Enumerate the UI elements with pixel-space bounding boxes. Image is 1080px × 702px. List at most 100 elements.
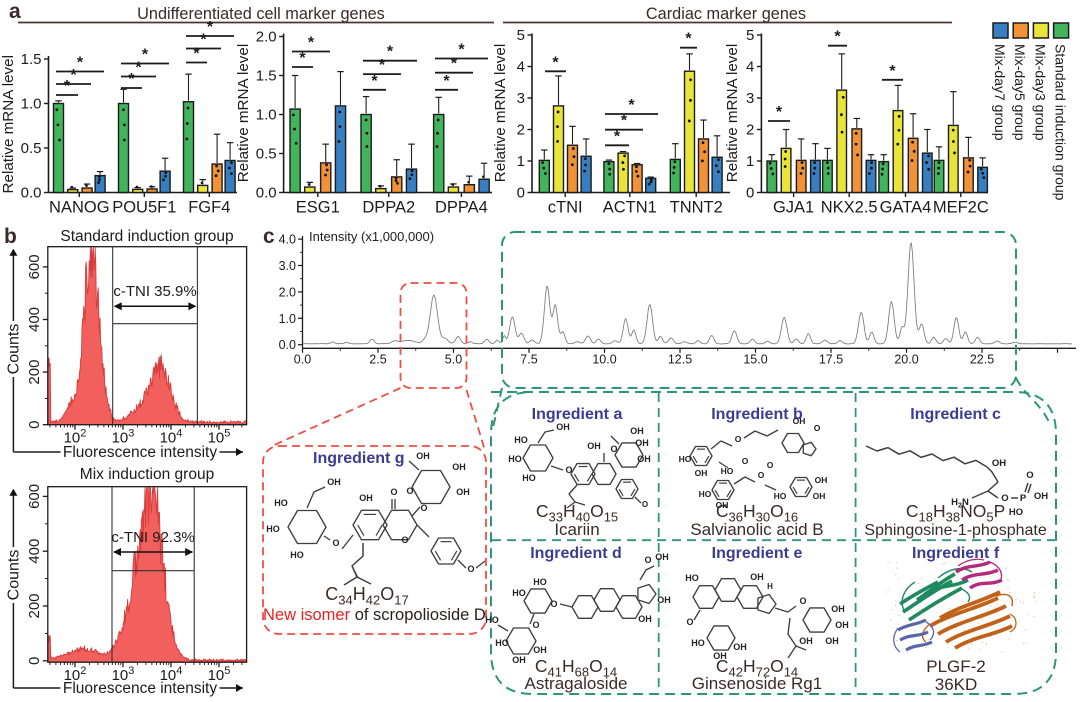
svg-text:*: * <box>70 67 77 84</box>
svg-text:2: 2 <box>746 122 754 139</box>
svg-text:*: * <box>451 56 458 73</box>
svg-text:3.0: 3.0 <box>279 259 296 273</box>
svg-text:200: 200 <box>26 360 43 385</box>
svg-text:O: O <box>799 596 806 606</box>
svg-text:O: O <box>406 486 413 496</box>
svg-text:C42H72O14: C42H72O14 <box>716 656 798 680</box>
svg-text:Astragaloside: Astragaloside <box>524 674 627 693</box>
svg-text:Relative mRNA level: Relative mRNA level <box>492 44 509 182</box>
svg-text:O: O <box>532 620 539 630</box>
svg-text:2.0: 2.0 <box>279 285 296 299</box>
svg-text:HO: HO <box>721 466 734 476</box>
svg-text:5.0: 5.0 <box>445 352 462 366</box>
svg-text:HO: HO <box>679 454 692 464</box>
svg-text:O: O <box>814 423 821 433</box>
svg-text:400: 400 <box>26 307 43 332</box>
svg-text:OH: OH <box>1034 491 1048 502</box>
svg-text:OH: OH <box>512 655 526 665</box>
svg-text:OH: OH <box>733 642 747 652</box>
svg-text:OH: OH <box>556 422 570 432</box>
svg-text:*: * <box>200 32 207 49</box>
svg-text:C18H38NO5P: C18H38NO5P <box>906 501 1005 525</box>
svg-text:HO: HO <box>699 489 712 499</box>
svg-text:0.0: 0.0 <box>21 185 42 202</box>
svg-text:Ingredient b: Ingredient b <box>711 406 803 423</box>
svg-text:HO: HO <box>691 638 705 648</box>
svg-text:H: H <box>767 582 773 591</box>
svg-text:OH: OH <box>630 426 644 436</box>
svg-text:0.5: 0.5 <box>256 146 277 163</box>
svg-text:O: O <box>642 500 648 509</box>
svg-text:Ingredient f: Ingredient f <box>912 545 1000 562</box>
svg-text:3: 3 <box>746 90 754 107</box>
svg-text:O: O <box>1001 493 1008 504</box>
svg-text:*: * <box>142 47 149 64</box>
svg-text:1.0: 1.0 <box>21 96 42 113</box>
svg-text:*: * <box>299 50 306 67</box>
svg-text:P: P <box>1020 493 1027 504</box>
svg-text:O: O <box>565 465 572 475</box>
svg-text:C33H40O15: C33H40O15 <box>536 501 618 525</box>
svg-text:OH: OH <box>638 614 652 624</box>
svg-text:O: O <box>758 470 765 480</box>
svg-text:C34H42O17: C34H42O17 <box>325 584 408 608</box>
svg-text:DPPA4: DPPA4 <box>435 199 488 217</box>
svg-text:36KD: 36KD <box>935 675 978 694</box>
svg-text:O: O <box>1026 470 1033 481</box>
svg-text:1: 1 <box>746 153 754 170</box>
svg-text:5: 5 <box>746 27 754 44</box>
svg-text:HO: HO <box>274 498 288 508</box>
svg-text:Cardiac marker genes: Cardiac marker genes <box>646 5 806 23</box>
svg-text:OH: OH <box>327 477 341 487</box>
svg-text:HO: HO <box>512 588 526 598</box>
svg-text:Fluorescence intensity: Fluorescence intensity <box>63 444 217 461</box>
svg-text:Mix induction group: Mix induction group <box>80 466 214 483</box>
svg-text:OH: OH <box>793 416 806 426</box>
svg-text:*: * <box>135 60 142 77</box>
svg-text:HO: HO <box>266 524 280 534</box>
svg-text:0: 0 <box>517 185 525 202</box>
svg-text:Relative mRNA level: Relative mRNA level <box>0 55 17 193</box>
svg-text:OH: OH <box>815 475 828 485</box>
svg-text:TNNT2: TNNT2 <box>670 199 723 217</box>
svg-text:Relative mRNA level: Relative mRNA level <box>724 44 741 182</box>
svg-text:b: b <box>4 225 17 248</box>
svg-text:*: * <box>458 42 465 59</box>
svg-text:20.0: 20.0 <box>894 352 918 366</box>
svg-text:Salvianolic acid B: Salvianolic acid B <box>690 520 823 539</box>
svg-text:1: 1 <box>517 153 525 170</box>
svg-text:0: 0 <box>26 657 43 665</box>
svg-text:C41H68O14: C41H68O14 <box>535 656 617 680</box>
svg-text:OH: OH <box>456 487 470 497</box>
svg-text:GJA1: GJA1 <box>773 199 814 217</box>
svg-text:7.5: 7.5 <box>520 352 537 366</box>
svg-text:HO: HO <box>495 638 509 648</box>
svg-text:*: * <box>379 57 386 74</box>
svg-text:HO: HO <box>508 454 522 464</box>
svg-text:O: O <box>742 456 749 466</box>
svg-text:a: a <box>9 0 21 23</box>
svg-text:22.5: 22.5 <box>970 352 994 366</box>
svg-text:OH: OH <box>799 636 813 646</box>
svg-text:Sphingosine-1-phosphate: Sphingosine-1-phosphate <box>864 522 1046 539</box>
svg-text:15.0: 15.0 <box>743 352 767 366</box>
svg-text:Mix-day7 group: Mix-day7 group <box>992 44 1008 141</box>
svg-text:O: O <box>420 503 427 513</box>
svg-text:NANOG: NANOG <box>49 199 110 217</box>
svg-text:O: O <box>390 487 397 497</box>
svg-text:OH: OH <box>992 458 1006 469</box>
svg-text:OH: OH <box>587 441 601 451</box>
svg-text:Counts: Counts <box>5 324 22 375</box>
svg-text:*: * <box>193 46 200 63</box>
svg-text:2: 2 <box>517 122 525 139</box>
svg-text:DPPA2: DPPA2 <box>362 199 415 217</box>
svg-text:200: 200 <box>26 593 43 618</box>
svg-text:HO: HO <box>685 573 699 583</box>
svg-text:4: 4 <box>517 59 525 76</box>
svg-text:ACTN1: ACTN1 <box>603 199 657 217</box>
svg-text:5: 5 <box>517 27 525 44</box>
svg-text:GATA4: GATA4 <box>880 199 932 217</box>
svg-text:OH: OH <box>637 454 651 464</box>
svg-text:ESG1: ESG1 <box>296 199 340 217</box>
svg-text:PLGF-2: PLGF-2 <box>926 657 986 676</box>
